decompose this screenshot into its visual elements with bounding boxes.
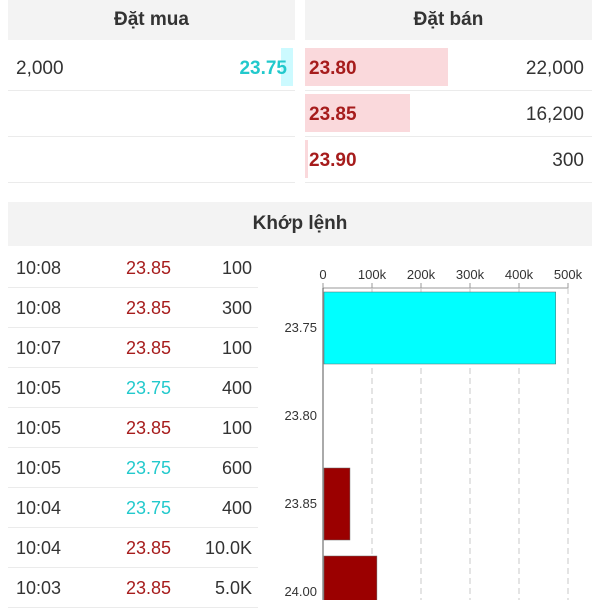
trade-price: 23.85 (126, 418, 172, 438)
trade-price: 23.85 (126, 258, 172, 278)
matched-orders-header: Khớp lệnh (8, 202, 592, 246)
volume-bar (323, 555, 378, 600)
sell-price: 23.90 (309, 150, 357, 171)
trade-time: 10:03 (16, 578, 62, 598)
trade-price: 23.85 (126, 298, 172, 318)
trade-time: 10:07 (16, 338, 62, 358)
trade-time: 10:04 (16, 538, 62, 558)
x-tick-label: 200k (407, 267, 436, 282)
trade-time: 10:08 (16, 258, 62, 278)
trade-row[interactable]: 10:08 23.85 300 (8, 288, 258, 328)
trade-row[interactable]: 10:04 23.85 10.0K (8, 528, 258, 568)
trade-volume: 400 (221, 498, 252, 518)
volume-bar (323, 291, 556, 365)
sell-order-row[interactable]: 23.90 300 (305, 138, 592, 183)
x-tick-label: 300k (456, 267, 485, 282)
sell-volume: 16,200 (525, 104, 584, 125)
sell-price: 23.80 (309, 58, 357, 79)
buy-volume-bar (281, 48, 293, 86)
trade-row[interactable]: 10:08 23.85 100 (8, 248, 258, 288)
sell-price: 23.85 (309, 104, 357, 125)
trade-volume: 600 (221, 458, 252, 478)
x-tick-label: 100k (358, 267, 387, 282)
trade-volume: 300 (221, 298, 252, 318)
x-tick-label: 500k (554, 267, 583, 282)
trade-time: 10:05 (16, 378, 62, 398)
trade-volume: 5.0K (214, 578, 252, 598)
trade-price: 23.75 (126, 378, 172, 398)
trade-volume: 100 (221, 258, 252, 278)
trade-row[interactable]: 10:05 23.75 600 (8, 448, 258, 488)
y-tick-label: 23.80 (284, 408, 317, 423)
sell-volume: 300 (552, 150, 584, 171)
buy-volume: 2,000 (16, 58, 64, 79)
trade-time: 10:05 (16, 418, 62, 438)
trade-time: 10:04 (16, 498, 62, 518)
buy-order-row-empty (8, 92, 295, 137)
trade-volume: 10.0K (204, 538, 252, 558)
sell-orders-title: Đặt bán (413, 9, 484, 30)
volume-by-price-chart: 0 100k 200k 300k 400k 500k 23.75 23.80 23.85 24.0… (284, 267, 583, 600)
trade-row[interactable]: 10:05 23.75 400 (8, 368, 258, 408)
sell-volume: 22,000 (525, 58, 584, 79)
x-tick-label: 0 (319, 267, 326, 282)
x-tick-label: 400k (505, 267, 534, 282)
sell-order-row[interactable]: 23.80 22,000 (305, 46, 592, 91)
trade-row[interactable]: 10:04 23.75 400 (8, 488, 258, 528)
trade-price: 23.85 (126, 338, 172, 358)
buy-price: 23.75 (239, 58, 287, 79)
trade-volume: 400 (221, 378, 252, 398)
buy-order-row-empty (8, 138, 295, 183)
trade-volume: 100 (221, 418, 252, 438)
y-tick-label: 23.75 (284, 320, 317, 335)
y-tick-label: 24.00 (284, 584, 317, 599)
buy-order-row[interactable]: 2,000 23.75 (8, 46, 295, 91)
trade-row[interactable]: 10:07 23.85 100 (8, 328, 258, 368)
sell-volume-bar (305, 140, 308, 178)
trade-time: 10:08 (16, 298, 62, 318)
trade-volume: 100 (221, 338, 252, 358)
sell-orders-header: Đặt bán (305, 0, 592, 40)
sell-volume-bar (305, 48, 448, 86)
trade-time: 10:05 (16, 458, 62, 478)
buy-orders-title: Đặt mua (114, 9, 189, 30)
trade-row[interactable]: 10:03 23.85 5.0K (8, 568, 258, 608)
buy-orders-header: Đặt mua (8, 0, 295, 40)
trade-row[interactable]: 10:05 23.85 100 (8, 408, 258, 448)
trade-price: 23.85 (126, 578, 172, 598)
trade-price: 23.75 (126, 458, 172, 478)
trade-price: 23.75 (126, 498, 172, 518)
sell-volume-bar (305, 94, 410, 132)
y-tick-label: 23.85 (284, 496, 317, 511)
volume-bar (323, 467, 351, 541)
trade-price: 23.85 (126, 538, 172, 558)
sell-order-row[interactable]: 23.85 16,200 (305, 92, 592, 137)
matched-orders-title: Khớp lệnh (252, 213, 348, 234)
